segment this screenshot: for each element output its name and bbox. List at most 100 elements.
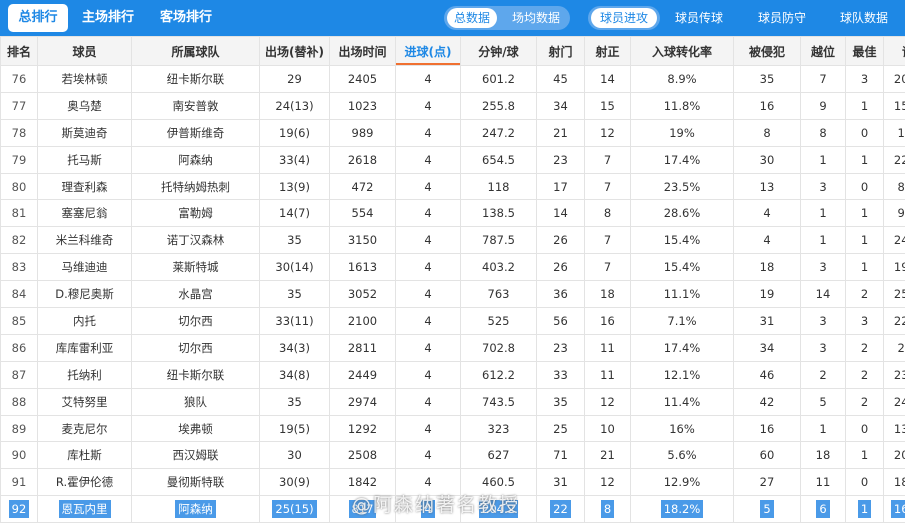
- col-appearances-cell: 35: [259, 226, 330, 255]
- col-minutes-per-goal-cell: 612.2: [460, 360, 537, 389]
- col-player-header[interactable]: 球员: [37, 36, 132, 66]
- tab-overall[interactable]: 总排行: [8, 4, 68, 32]
- col-shots-on-target-cell: 7: [584, 172, 631, 201]
- col-rating-header[interactable]: 评分: [883, 36, 905, 66]
- table-row[interactable]: 83马维迪迪莱斯特城30(14)16134403.226715.4%183119…: [0, 253, 905, 282]
- toggle-total-data[interactable]: 总数据: [447, 8, 497, 28]
- tab-player-attack[interactable]: 球员进攻: [591, 8, 657, 28]
- col-rank-cell: 83: [0, 253, 38, 282]
- col-minutes-per-goal-header[interactable]: 分钟/球: [460, 36, 537, 66]
- col-conversion-rate-cell: 16%: [630, 414, 734, 443]
- col-goals-cell: 4: [395, 91, 461, 120]
- col-offsides-cell: 9: [800, 91, 846, 120]
- tab-team-data[interactable]: 球队数据: [839, 11, 888, 25]
- table-row[interactable]: 86库库雷利亚切尔西34(3)28114702.8231117.4%343222…: [0, 333, 905, 362]
- col-minutes-cell: 817: [329, 495, 396, 523]
- col-goals-cell: 4: [395, 226, 461, 255]
- col-minutes-cell: 1023: [329, 91, 396, 120]
- col-conversion-rate-cell: 15.4%: [630, 253, 734, 282]
- col-fouled-cell: 27: [733, 468, 801, 497]
- col-conversion-rate-cell: 8.9%: [630, 65, 734, 93]
- table-row[interactable]: 84D.穆尼奥斯水晶宫3530524763361811.1%19142250.5…: [0, 280, 905, 309]
- col-player-cell: 托马斯: [37, 145, 132, 174]
- toggle-per-game-data[interactable]: 场均数据: [511, 11, 560, 25]
- col-goals-cell: 4: [395, 199, 461, 228]
- col-shots-cell: 71: [536, 441, 585, 470]
- col-fouled-cell: 4: [733, 199, 801, 228]
- col-shots-cell: 31: [536, 468, 585, 497]
- col-rating-cell: 83.85: [883, 172, 905, 201]
- col-rank-header[interactable]: 排名: [0, 36, 38, 66]
- col-conversion-rate-header[interactable]: 入球转化率: [630, 36, 734, 66]
- col-offsides-cell: 14: [800, 280, 846, 309]
- col-offsides-cell: 5: [800, 387, 846, 416]
- table-row[interactable]: 79托马斯阿森纳33(4)26184654.523717.4%3011228.3…: [0, 145, 905, 174]
- table-row[interactable]: 91 R.霍伊伦德 曼彻斯特联 30(9) 1842 4 460.5 31 12 12.9% 27 1…: [0, 468, 905, 497]
- col-fouled-cell: 5: [733, 495, 801, 523]
- tab-home[interactable]: 主场排行: [81, 10, 134, 25]
- col-team-cell: 阿森纳: [131, 495, 260, 523]
- col-minutes-per-goal-cell: 743.5: [460, 387, 537, 416]
- table-row[interactable]: 92 恩瓦内里 阿森纳 25(15) 817 4 204.2 22 8 18.2% 5 6 1 165.9…: [0, 495, 905, 523]
- highlight-value: 817: [348, 500, 377, 519]
- top-toolbar: 总排行 主场排行 客场排行 总数据 场均数据 球员进攻 球员传球 球员防守 球队数据: [0, 0, 905, 36]
- col-rank-cell: 89: [0, 414, 38, 443]
- col-rank-cell: 79: [0, 145, 38, 174]
- col-shots-on-target-cell: 10: [584, 414, 631, 443]
- col-goals-cell: 4: [395, 387, 461, 416]
- col-shots-on-target-cell: 16: [584, 307, 631, 335]
- col-goals-cell: 4: [395, 468, 461, 497]
- col-mvp-header[interactable]: 最佳: [845, 36, 884, 66]
- col-minutes-cell: 1292: [329, 414, 396, 443]
- col-offsides-cell: 3: [800, 172, 846, 201]
- col-rating-cell: 165.95: [883, 495, 905, 523]
- table-row[interactable]: 87托纳利纽卡斯尔联34(8)24494612.2331112.1%462223…: [0, 360, 905, 389]
- col-rank-cell: 87: [0, 360, 38, 389]
- col-goals-header[interactable]: 进球(点): [395, 36, 461, 66]
- col-minutes-cell: 2974: [329, 387, 396, 416]
- col-shots-on-target-header[interactable]: 射正: [584, 36, 631, 66]
- col-minutes-header[interactable]: 出场时间: [329, 36, 396, 66]
- tab-player-defense[interactable]: 球员防守: [757, 11, 806, 25]
- col-offsides-cell: 8: [800, 118, 846, 147]
- col-rank-cell: 81: [0, 199, 38, 228]
- tab-away[interactable]: 客场排行: [159, 10, 212, 25]
- player-stats-table: 排名 球员 所属球队 出场(替补) 出场时间 进球(点) 分钟/球 射门 射正 入球转化率 被侵犯越…: [0, 36, 905, 523]
- col-team-header[interactable]: 所属球队: [131, 36, 260, 66]
- col-shots-on-target-cell: 7: [584, 145, 631, 174]
- col-mvp-cell: 2: [845, 333, 884, 362]
- col-team-cell: 纽卡斯尔联: [131, 360, 260, 389]
- col-rating-cell: 187.99: [883, 468, 905, 497]
- col-conversion-rate-cell: 5.6%: [630, 441, 734, 470]
- col-minutes-per-goal-cell: 204.2: [460, 495, 537, 523]
- col-appearances-cell: 34(8): [259, 360, 330, 389]
- table-row[interactable]: 77奥乌楚南安普敦24(13)10234255.8341511.8%169115…: [0, 91, 905, 120]
- col-rank-cell: 92: [0, 495, 38, 523]
- col-rating-cell: 232.58: [883, 360, 905, 389]
- col-shots-cell: 45: [536, 65, 585, 93]
- col-minutes-per-goal-cell: 255.8: [460, 91, 537, 120]
- col-appearances-cell: 33(11): [259, 307, 330, 335]
- col-offsides-cell: 11: [800, 468, 846, 497]
- table-row[interactable]: 80理查利森托特纳姆热刺13(9)472411817723.5%133083.8…: [0, 172, 905, 201]
- col-rating-cell: 121.5: [883, 118, 905, 147]
- col-rank-cell: 77: [0, 91, 38, 120]
- col-player-cell: 理查利森: [37, 172, 132, 201]
- highlight-value: 18.2%: [660, 500, 704, 519]
- col-shots-cell: 23: [536, 333, 585, 362]
- col-offsides-cell: 1: [800, 145, 846, 174]
- table-row[interactable]: 82米兰科维奇诺丁汉森林3531504787.526715.4%411242.3…: [0, 226, 905, 255]
- col-offsides-header[interactable]: 越位: [800, 36, 846, 66]
- col-shots-header[interactable]: 射门: [536, 36, 585, 66]
- table-row[interactable]: 76若埃林顿纽卡斯尔联2924054601.245148.9%3573201.1…: [0, 65, 905, 93]
- col-shots-cell: 21: [536, 118, 585, 147]
- col-appearances-header[interactable]: 出场(替补): [259, 36, 330, 66]
- tab-player-passing[interactable]: 球员传球: [674, 11, 723, 25]
- col-fouled-header[interactable]: 被侵犯: [733, 36, 801, 66]
